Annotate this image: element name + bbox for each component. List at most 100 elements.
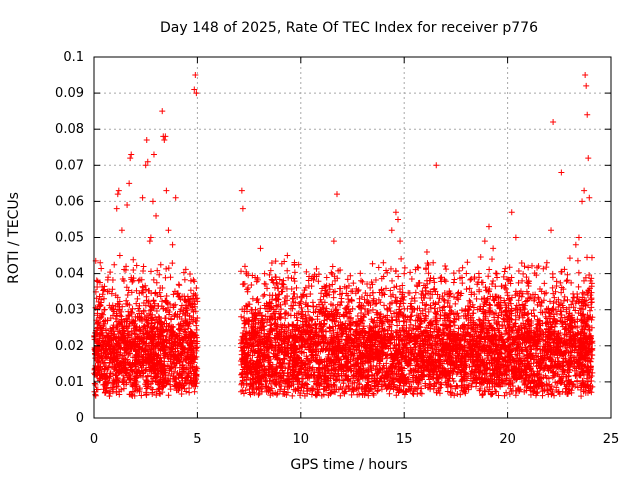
data-point [241, 263, 248, 270]
data-point [318, 321, 325, 328]
data-point [295, 310, 302, 317]
data-point [126, 180, 133, 187]
data-point [266, 292, 273, 299]
x-tick-label: 20 [499, 432, 516, 447]
x-tick-label: 10 [293, 432, 310, 447]
data-point [143, 137, 150, 144]
data-point [548, 227, 555, 234]
data-point [463, 350, 470, 357]
data-point [169, 241, 176, 248]
data-point [97, 259, 104, 266]
data-point [114, 191, 121, 198]
data-point [130, 266, 137, 273]
data-point [384, 306, 391, 313]
y-tick-label: 0.08 [55, 122, 84, 137]
x-tick-label: 15 [396, 432, 413, 447]
data-point [376, 331, 383, 338]
data-point [261, 270, 268, 277]
data-point [582, 72, 589, 79]
data-point [123, 263, 130, 270]
data-point [193, 90, 200, 97]
data-point [572, 241, 579, 248]
y-tick-label: 0 [76, 411, 84, 426]
x-axis-title: GPS time / hours [290, 457, 407, 473]
data-point [388, 227, 395, 234]
x-tick-label: 0 [90, 432, 98, 447]
data-point [473, 295, 480, 302]
data-point [165, 227, 172, 234]
data-point [157, 285, 164, 292]
data-point [110, 357, 117, 364]
data-point [120, 277, 127, 284]
data-point [508, 209, 515, 216]
data-point [584, 111, 591, 118]
data-point [100, 360, 107, 367]
data-point [118, 227, 125, 234]
data-point [581, 187, 588, 194]
data-point [245, 285, 252, 292]
data-point [189, 364, 196, 371]
data-point [162, 133, 169, 140]
data-point [102, 317, 109, 324]
data-point [401, 270, 408, 277]
data-point [272, 274, 279, 281]
data-point [512, 234, 519, 241]
x-tick-label: 25 [603, 432, 620, 447]
data-point [330, 238, 337, 245]
data-point [104, 288, 111, 295]
data-point [192, 72, 199, 79]
data-point [193, 285, 200, 292]
data-point [252, 321, 259, 328]
data-point [278, 313, 285, 320]
data-point [430, 259, 437, 266]
chart-title: Day 148 of 2025, Rate Of TEC Index for r… [160, 20, 538, 36]
y-tick-label: 0.03 [55, 303, 84, 318]
data-point [368, 339, 375, 346]
data-point [337, 266, 344, 273]
dense-point-cloud [91, 254, 596, 400]
data-point [343, 306, 350, 313]
y-axis-title: ROTI / TECUs [6, 192, 22, 284]
y-tick-label: 0.07 [55, 158, 84, 173]
data-point [446, 317, 453, 324]
y-tick-label: 0.05 [55, 231, 84, 246]
data-point [454, 335, 461, 342]
dense-scatter-band [91, 254, 596, 400]
y-tick-label: 0.02 [55, 339, 84, 354]
data-point [351, 335, 358, 342]
data-point [438, 274, 445, 281]
data-point [186, 346, 193, 353]
y-tick-label: 0.1 [63, 50, 84, 65]
data-point [155, 303, 162, 310]
data-point [485, 223, 492, 230]
axes: 0 5 10 15 20 25 0 0.01 0.02 0.03 0.04 0.05 0.06 0.07 0… [55, 50, 619, 447]
data-point [146, 238, 153, 245]
data-point [525, 310, 532, 317]
data-point [191, 86, 198, 93]
data-point [585, 155, 592, 162]
data-point [324, 310, 331, 317]
y-tick-label: 0.09 [55, 86, 84, 101]
data-point [139, 194, 146, 201]
data-point [98, 299, 105, 306]
data-point [149, 198, 156, 205]
data-point [586, 194, 593, 201]
y-tick-label: 0.06 [55, 194, 84, 209]
data-point [301, 328, 308, 335]
data-point [167, 274, 174, 281]
data-point [543, 259, 550, 266]
data-point [153, 212, 160, 219]
data-point [159, 108, 166, 115]
data-point [112, 292, 119, 299]
data-point [496, 303, 503, 310]
data-point [490, 245, 497, 252]
data-point [519, 277, 526, 284]
data-point [392, 209, 399, 216]
data-point [116, 252, 123, 259]
data-point [359, 328, 366, 335]
data-point [248, 306, 255, 313]
data-point [106, 375, 113, 382]
data-point [113, 205, 120, 212]
data-point [128, 151, 135, 158]
